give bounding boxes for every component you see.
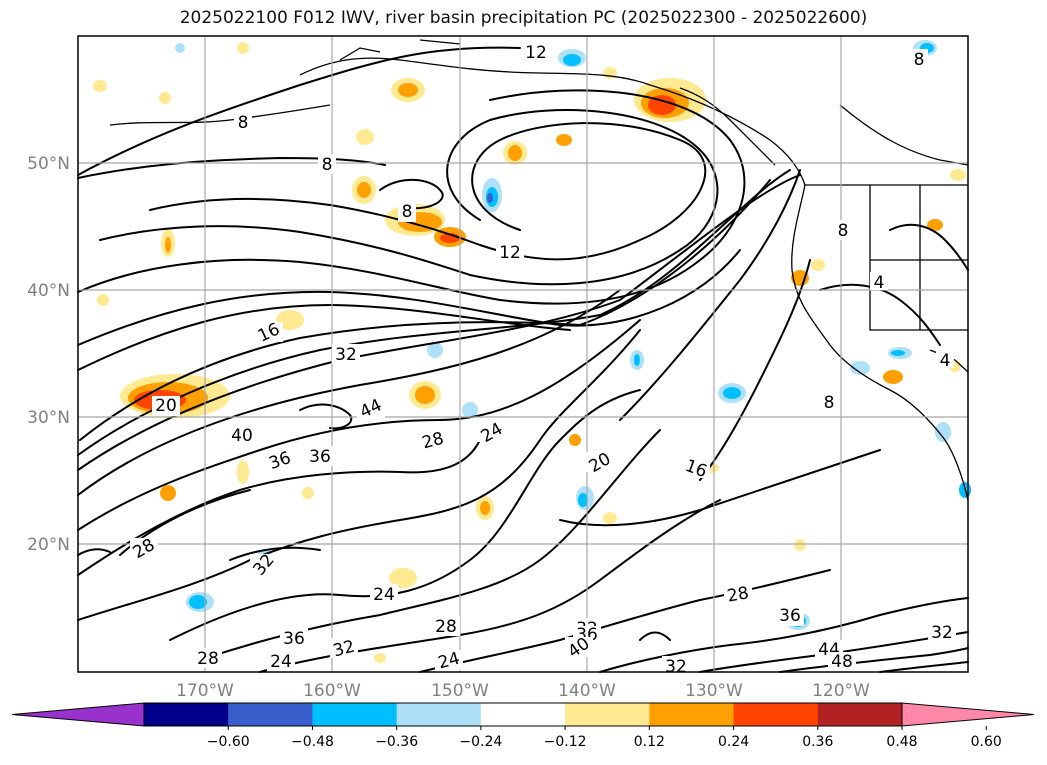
contour-label: 48 — [831, 652, 853, 672]
contour-label: 8 — [838, 221, 849, 241]
colorbar-segment — [312, 703, 398, 726]
contour-label: 8 — [914, 50, 925, 70]
colorbar-tick-label: −0.48 — [291, 734, 334, 750]
longitude-labels: 170°W 160°W 150°W 140°W 130°W 120°W — [176, 681, 870, 701]
contour-labels: 12 8 8 8 12 16 32 20 44 40 36 36 28 24 2… — [130, 41, 956, 677]
iwv-contours — [77, 46, 969, 673]
lon-label: 150°W — [431, 681, 489, 701]
colorbar-tick-label: 0.12 — [634, 734, 665, 750]
colorbar-segment — [565, 703, 650, 726]
colorbar-segment — [144, 703, 229, 726]
colorbar-tick-label: 0.48 — [886, 734, 917, 750]
map-frame — [77, 35, 969, 673]
contour-label: 8 — [824, 393, 835, 413]
colorbar-segment — [733, 703, 819, 726]
colorbar-tick-label: −0.36 — [375, 734, 418, 750]
contour-label: 24 — [373, 585, 395, 605]
colorbar-tick-label: −0.24 — [459, 734, 502, 750]
lon-label: 140°W — [558, 681, 616, 701]
contour-label: 36 — [309, 447, 331, 467]
lon-label: 170°W — [176, 681, 234, 701]
colorbar-tick-label: −0.12 — [544, 734, 587, 750]
contour-label: 4 — [874, 273, 885, 293]
lat-label: 50°N — [27, 154, 70, 174]
contour-label: 12 — [499, 243, 521, 263]
map-title: 2025022100 F012 IWV, river basin precipi… — [179, 8, 868, 28]
graticule — [78, 36, 968, 672]
colorbar-segment — [480, 703, 566, 726]
colorbar-tick-label: 0.24 — [718, 734, 749, 750]
lat-label: 40°N — [27, 281, 70, 301]
colorbar-tick-label: −0.60 — [207, 734, 250, 750]
colorbar — [11, 702, 1035, 730]
contour-label: 28 — [435, 617, 457, 637]
precipitation-patches — [93, 40, 971, 663]
contour-label: 32 — [665, 657, 687, 677]
lon-label: 160°W — [303, 681, 361, 701]
lon-label: 120°W — [812, 681, 870, 701]
colorbar-segment — [228, 703, 313, 726]
contour-label: 32 — [335, 345, 357, 365]
lat-label: 20°N — [27, 535, 70, 555]
colorbar-tick-label: 0.36 — [802, 734, 833, 750]
contour-label: 24 — [270, 652, 292, 672]
colorbar-extend-low — [11, 702, 145, 727]
contour-label: 4 — [940, 351, 951, 371]
contour-label: 8 — [238, 113, 249, 133]
contour-label: 36 — [283, 629, 305, 649]
colorbar-outline — [143, 702, 903, 727]
contour-label: 8 — [322, 155, 333, 175]
contour-label: 36 — [779, 606, 801, 626]
contour-label: 8 — [402, 202, 413, 222]
colorbar-extend-high — [901, 702, 1035, 727]
lat-label: 30°N — [27, 408, 70, 428]
colorbar-segment — [817, 703, 903, 726]
lon-label: 130°W — [685, 681, 743, 701]
contour-label: 28 — [726, 583, 751, 606]
colorbar-segment — [396, 703, 482, 726]
contour-label: 20 — [155, 396, 177, 416]
contour-label: 32 — [931, 623, 953, 643]
contour-label: 28 — [197, 649, 219, 669]
contour-label: 12 — [525, 43, 547, 63]
latitude-labels: 20°N 30°N 40°N 50°N — [27, 154, 70, 555]
coastlines — [109, 39, 969, 501]
contour-label: 40 — [231, 426, 253, 446]
colorbar-tick-labels: −0.60 −0.48 −0.36 −0.24 −0.12 0.12 0.24 0.36 0.4… — [207, 734, 1002, 750]
colorbar-tick-label: 0.60 — [971, 734, 1002, 750]
colorbar-segment — [649, 703, 735, 726]
